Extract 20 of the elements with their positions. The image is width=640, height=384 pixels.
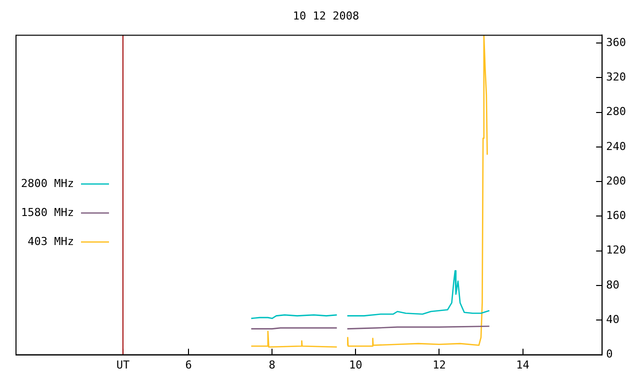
- y-tick-label: 200: [606, 174, 626, 188]
- y-tick-label: 320: [606, 70, 626, 84]
- x-tick-label: 12: [432, 358, 446, 372]
- y-tick-label: 80: [606, 278, 620, 292]
- y-tick-label: 160: [606, 209, 626, 222]
- legend-label: 2800 MHz: [21, 176, 74, 190]
- y-tick-label: 280: [606, 105, 626, 118]
- y-tick-label: 0: [606, 348, 613, 361]
- chart-title: 10 12 2008: [292, 9, 360, 22]
- y-tick-label: 360: [606, 36, 626, 49]
- x-tick-label: UT: [116, 358, 130, 372]
- y-tick-label: 240: [606, 140, 626, 153]
- legend-label: 403 MHz: [28, 234, 74, 248]
- x-tick-label: 10: [349, 358, 362, 372]
- x-tick-label: 14: [516, 358, 530, 372]
- y-tick-label: 120: [606, 244, 626, 257]
- legend-label: 1580 MHz: [21, 206, 74, 219]
- x-tick-label: 8: [268, 358, 276, 372]
- x-tick-label: 6: [185, 358, 192, 372]
- y-tick-label: 40: [606, 313, 620, 326]
